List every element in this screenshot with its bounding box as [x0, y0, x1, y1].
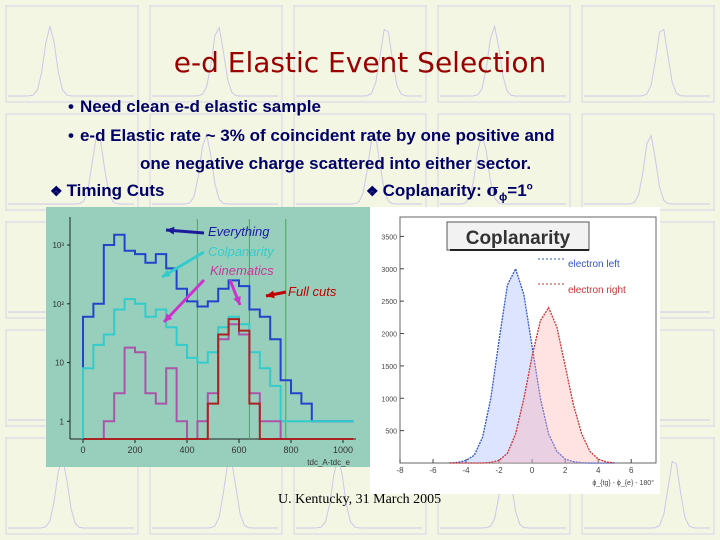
timing-cuts-heading: ❖ Timing Cuts	[50, 181, 164, 201]
bg-panel-frame	[581, 113, 715, 211]
x-tick-label: 1000	[333, 445, 353, 455]
legend-electron-left: electron left	[568, 259, 620, 270]
bg-histogram-curve	[152, 26, 278, 97]
timing-cuts-label: Timing Cuts	[66, 181, 165, 200]
arrow-kinematics-head	[164, 313, 173, 322]
phi-subscript: ϕ	[499, 191, 508, 204]
y-tick-label: 500	[385, 429, 397, 436]
coplanarity-value: =1	[507, 181, 527, 200]
coplanarity-histogram: -8 -6 -4 -2 0 2 4 6 500 1000 1500 2000 2500 3000 3500 ϕ…	[381, 216, 657, 487]
bg-histogram-curve	[152, 460, 278, 529]
x-tick-label: -6	[429, 466, 437, 475]
annotation-everything: Everything	[208, 224, 270, 239]
bg-histogram-curve	[296, 457, 422, 529]
x-tick-label: -8	[396, 466, 404, 475]
x-tick-label: 6	[629, 466, 634, 475]
chart-title-box	[446, 221, 590, 251]
y-tick-label: 1	[60, 417, 65, 426]
bg-histogram-curve	[8, 136, 134, 205]
arrow-full-cuts-head	[266, 290, 275, 299]
bg-panel-frame	[5, 5, 139, 103]
x-axis-label: tdc_A-tdc_e	[307, 458, 350, 467]
x-tick-label: -4	[463, 466, 471, 475]
legend-electron-right: electron right	[568, 285, 626, 296]
y-tick-label: 2500	[381, 299, 397, 306]
x-tick-label: 800	[283, 445, 298, 455]
y-tick-label: 10	[55, 359, 64, 368]
bg-histogram-curve	[584, 28, 710, 97]
diamond-bullet-icon: ❖	[366, 183, 379, 199]
x-tick-label: 600	[231, 445, 246, 455]
annotation-kinematics: Kinematics	[210, 263, 274, 278]
series-kinematics	[83, 323, 354, 440]
timing-histogram-panel: 0 200 400 600 800 1000 1 10 10² 10³ tdc_A-tdc_e Eve…	[46, 207, 370, 467]
y-tick-label: 10²	[52, 300, 64, 309]
timing-histogram: 0 200 400 600 800 1000 1 10 10² 10³ tdc_A-tdc_e Eve…	[52, 217, 356, 467]
y-tick-label: 1000	[381, 396, 397, 403]
series-electron-right-fill	[449, 307, 615, 463]
series-everything	[82, 233, 354, 439]
bg-histogram-curve	[440, 133, 566, 205]
y-tick-label: 10³	[52, 241, 64, 250]
degree-superscript: o	[526, 181, 533, 193]
bg-histogram-curve	[584, 460, 710, 529]
x-tick-label: 0	[80, 445, 85, 455]
bg-panel-frame	[293, 5, 427, 103]
diamond-bullet-icon: ❖	[50, 183, 63, 199]
coplanarity-label: Coplanarity:	[382, 181, 487, 200]
bg-panel-frame	[437, 5, 571, 103]
bullet-1: • Need clean e-d elastic sample	[68, 97, 321, 116]
series-electron-right	[449, 306, 615, 464]
annotation-full-cuts: Full cuts	[288, 284, 337, 299]
arrow-kinematics	[162, 278, 206, 324]
bg-histogram-curve	[296, 28, 422, 97]
series-full-cuts	[83, 318, 354, 440]
bg-histogram-curve	[8, 25, 134, 97]
arrow-colpanarity-head	[162, 269, 171, 277]
arrow-everything-head	[166, 226, 175, 235]
series-colpanarity	[82, 298, 354, 439]
x-tick-label: 400	[179, 445, 194, 455]
bg-panel-frame	[581, 5, 715, 103]
plot-frame	[399, 216, 657, 464]
x-tick-label: 2	[563, 466, 568, 475]
bg-histogram-curve	[440, 24, 566, 97]
bullet-2-text: e-d Elastic rate ~ 3% of coincident rate…	[79, 126, 555, 145]
bg-histogram-curve	[584, 134, 710, 205]
x-tick-label: 200	[127, 445, 142, 455]
slide-title: e-d Elastic Event Selection	[173, 46, 547, 79]
arrow-kinematics-2-head	[233, 296, 241, 305]
bg-histogram-curve	[152, 132, 278, 205]
x-tick-label: 4	[596, 466, 601, 475]
series-electron-left	[449, 267, 615, 464]
bullet-2-continuation: one negative charge scattered into eithe…	[140, 154, 532, 173]
bullet-2: • e-d Elastic rate ~ 3% of coincident rat…	[68, 126, 555, 145]
bg-histogram-curve	[8, 456, 134, 529]
x-axis-label: ϕ_{tg} - ϕ_{e} - 180°	[592, 479, 654, 487]
coplanarity-panel: -8 -6 -4 -2 0 2 4 6 500 1000 1500 2000 2500 3000 3500 ϕ…	[370, 207, 660, 494]
series-electron-left-fill	[449, 268, 615, 463]
arrow-colpanarity	[161, 250, 205, 279]
x-tick-label: 0	[530, 466, 535, 475]
footer-text: U. Kentucky, 31 March 2005	[278, 492, 442, 507]
bullet-1-text: Need clean e-d elastic sample	[79, 97, 321, 116]
x-tick-label: -2	[496, 466, 504, 475]
y-tick-label: 3000	[381, 267, 397, 274]
y-tick-label: 2000	[381, 332, 397, 339]
bg-histogram-curve	[296, 136, 422, 205]
chart-title: Coplanarity	[466, 228, 571, 249]
y-tick-label: 1500	[381, 364, 397, 371]
y-tick-label: 3500	[381, 234, 397, 241]
sigma-symbol: σ	[486, 181, 500, 201]
bg-panel-frame	[149, 5, 283, 103]
annotation-colpanarity: Colpanarity	[208, 244, 275, 259]
coplanarity-heading: ❖ Coplanarity: σϕ=1o	[366, 181, 533, 203]
